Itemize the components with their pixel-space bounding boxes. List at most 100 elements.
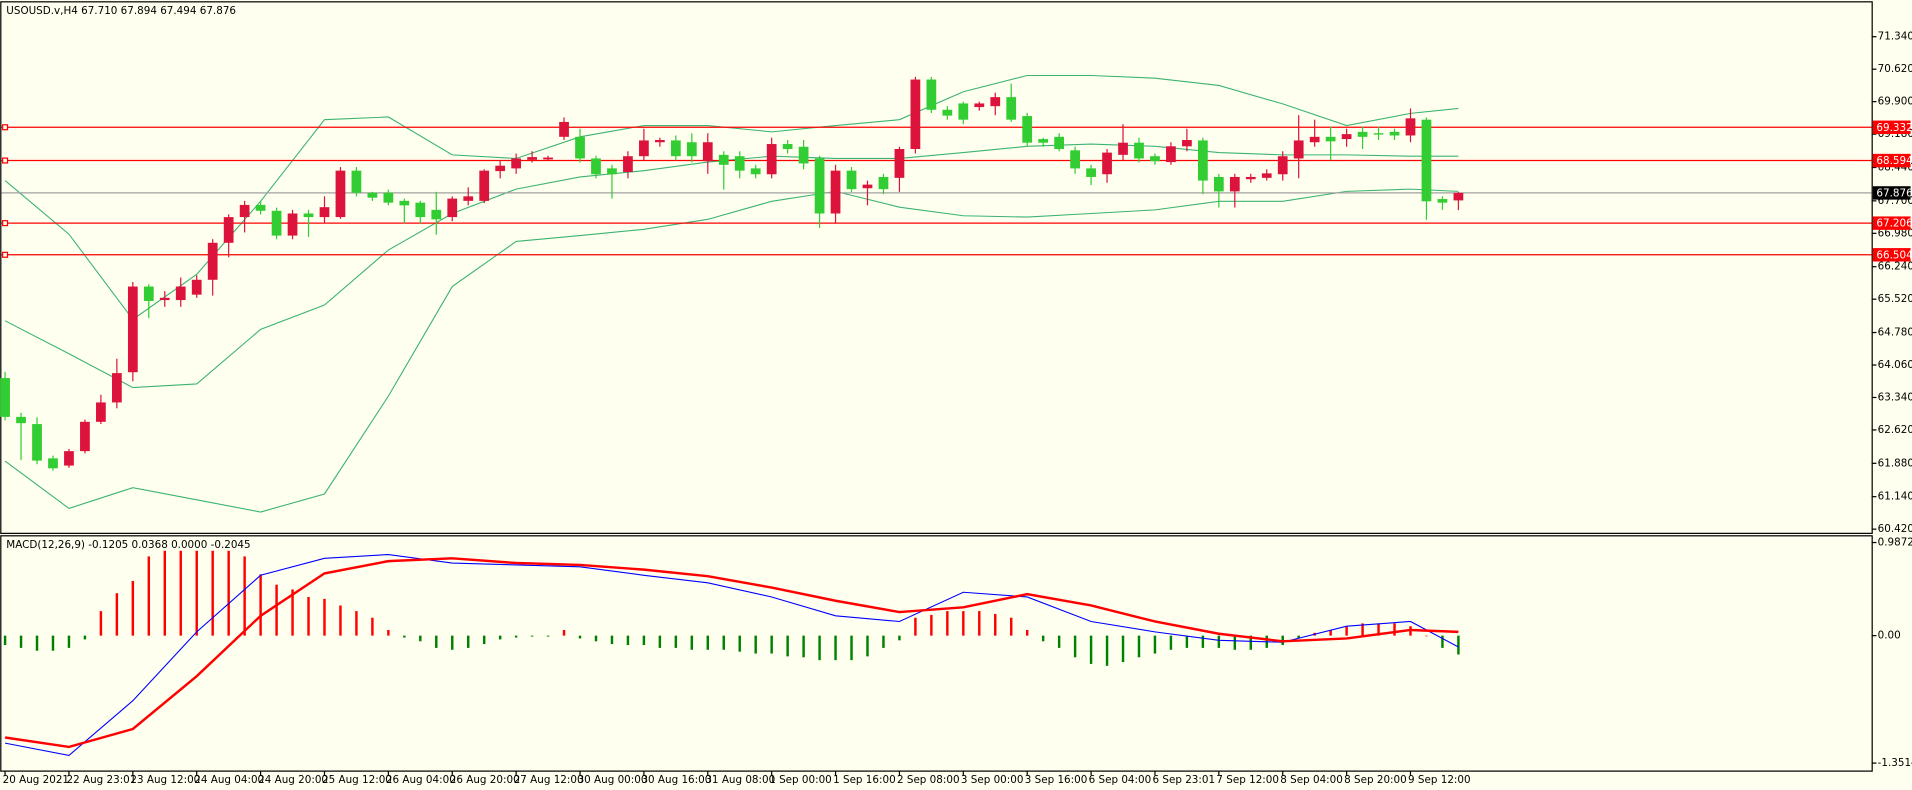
level-label: 67.206 [1876,218,1912,230]
candle-body [575,136,585,159]
candle-body [718,154,729,165]
candle-body [1197,140,1208,181]
candle-body [591,158,601,175]
histogram-bar [211,550,214,636]
y-tick-label: -1.3514 [1878,757,1912,769]
candle-body [239,204,250,218]
y-tick-label: 61.880 [1878,457,1912,469]
x-tick-label: 1 Sep 00:00 [769,774,832,786]
candle-body [862,184,873,189]
candle-body [367,192,378,198]
histogram-bar [1425,635,1428,637]
candle-body [639,140,649,157]
y-tick-label: 65.520 [1878,293,1912,305]
histogram-bar [1137,635,1141,658]
x-tick-label: 9 Sep 12:00 [1408,774,1471,786]
histogram-bar [419,635,422,642]
histogram-bar [514,635,518,638]
candle-body [495,165,506,172]
histogram-bar [898,635,901,641]
candle-body [1182,139,1192,147]
candle-body [287,213,298,236]
y-tick-label: 69.900 [1878,96,1912,108]
candle-body [1054,136,1065,149]
y-tick-label: 64.060 [1878,359,1912,371]
histogram-bar [1169,635,1173,650]
histogram-bar [387,629,390,636]
candle-body [143,286,154,301]
histogram-bar [1025,629,1029,636]
histogram-bar [786,635,789,657]
level-anchor [2,157,9,164]
histogram-bar [1233,635,1237,650]
x-tick-label: 26 Aug 04:00 [386,774,456,786]
x-tick-label: 6 Sep 04:00 [1089,774,1152,786]
histogram-bar [99,611,103,636]
candle-body [431,209,442,220]
histogram-bar [1057,635,1061,648]
level-label-box [1872,153,1911,168]
y-tick-label: 64.780 [1878,327,1912,339]
candle-body [1293,140,1304,159]
histogram-bar [195,550,198,636]
histogram-bar [754,635,757,654]
x-tick-label: 22 Aug 23:01 [67,774,137,786]
histogram-bar [451,635,454,650]
histogram-bar [323,598,326,636]
histogram-bar [738,635,741,652]
histogram-bar [594,635,598,642]
x-tick-label: 30 Aug 16:00 [641,774,711,786]
candle-body [766,144,777,175]
x-tick-label: 27 Aug 12:00 [514,774,584,786]
candle-body [1357,131,1368,137]
candle-body [830,170,841,214]
candle-body [846,170,857,190]
histogram-bar [1329,629,1332,636]
x-tick-label: 30 Aug 00:00 [578,774,648,786]
x-tick-label: 7 Sep 12:00 [1216,774,1279,786]
x-tick-label: 31 Aug 08:00 [705,774,775,786]
candle-body [1309,136,1320,143]
histogram-bar [83,635,87,640]
histogram-bar [339,605,342,636]
histogram-bar [19,635,23,648]
candle-body [479,170,490,201]
y-tick-label: 62.620 [1878,424,1912,436]
histogram-bar [67,635,71,648]
y-tick-label: 71.340 [1878,31,1912,43]
y-tick-label: 0.00 [1878,630,1901,642]
chart-title: USOUSD.v,H4 67.710 67.894 67.494 67.876 [6,5,236,17]
histogram-bar [163,550,166,636]
candle-body [623,156,633,172]
level-label: 69.332 [1876,122,1912,134]
candle-body [1102,152,1112,175]
candle-body [383,192,394,203]
histogram-bar [1297,635,1300,639]
candle-body [543,157,553,160]
candle-body [654,139,665,143]
candle-body [191,279,202,295]
level-label: 68.594 [1876,155,1912,167]
macd-line [4,557,1459,749]
candle-body [319,207,330,218]
histogram-bar [946,611,949,636]
histogram-bar [562,629,566,636]
histogram-bar [371,617,374,636]
macd-panel [0,535,1873,772]
candle-body [750,168,761,175]
histogram-bar [1105,635,1109,666]
histogram-bar [1457,635,1460,655]
candle-body [559,121,569,137]
histogram-bar [179,550,182,636]
candle-body [702,142,713,162]
histogram-bar [546,635,550,637]
histogram-bar [1089,635,1093,664]
candle-body [463,196,474,201]
histogram-bar [115,593,119,636]
histogram-bar [1185,635,1189,648]
level-anchor [2,220,9,227]
histogram-bar [866,635,869,657]
candle-body [1373,133,1384,135]
histogram-bar [706,635,710,650]
band-line [4,188,1459,513]
